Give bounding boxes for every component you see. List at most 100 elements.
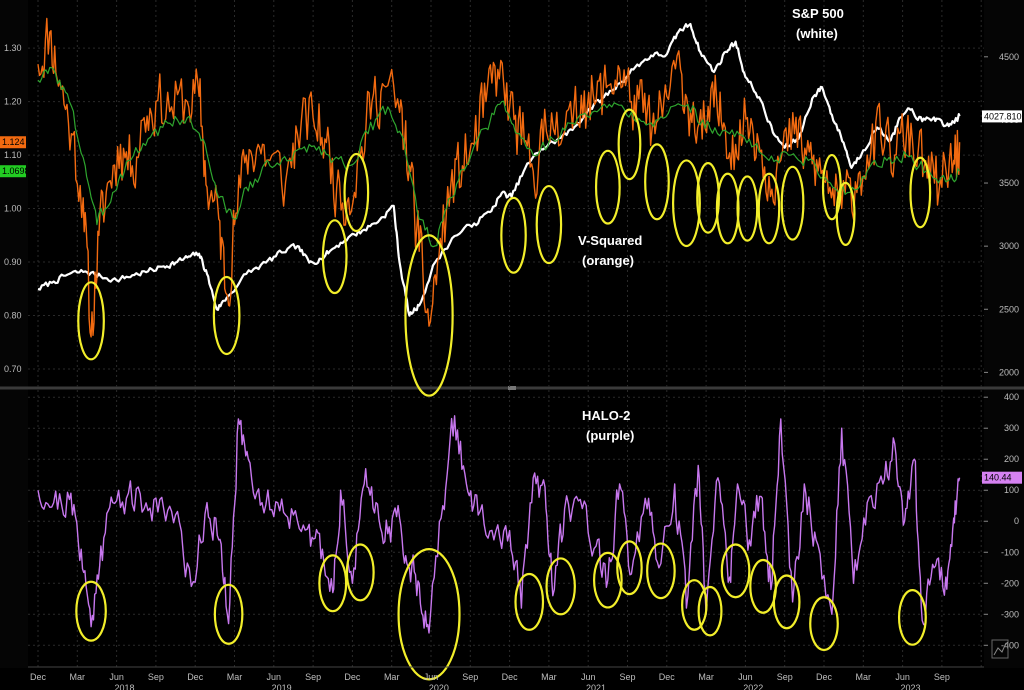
x-tick-label: Mar bbox=[70, 672, 86, 682]
x-tick-label: Dec bbox=[30, 672, 47, 682]
x-tick-label: Sep bbox=[462, 672, 478, 682]
top-highlight-circle bbox=[780, 165, 805, 241]
x-tick-label: Mar bbox=[541, 672, 557, 682]
x-tick-label: Dec bbox=[502, 672, 519, 682]
chart-annotation: (white) bbox=[796, 26, 838, 41]
chart-annotation: HALO-2 bbox=[582, 408, 630, 423]
panel-divider-handle bbox=[508, 386, 516, 390]
bottom-highlight-circle bbox=[897, 588, 927, 646]
series-line-sp500 bbox=[37, 22, 961, 317]
x-tick-label: Jun bbox=[738, 672, 753, 682]
x-tick-label: Jun bbox=[424, 672, 439, 682]
top-highlight-circle bbox=[736, 175, 759, 242]
bottom-right-tick-label: 300 bbox=[1004, 423, 1019, 433]
last-value-tag-box bbox=[982, 110, 1022, 123]
x-tick-label: Jun bbox=[267, 672, 282, 682]
bottom-right-tick-label: 0 bbox=[1014, 516, 1019, 526]
last-value-tag-text: 1.0698 bbox=[2, 166, 30, 176]
top-highlight-circle bbox=[212, 275, 241, 356]
bottom-right-tick-label: -100 bbox=[1001, 547, 1019, 557]
bottom-highlight-circle bbox=[646, 542, 676, 600]
last-value-tag-box bbox=[982, 471, 1022, 484]
bottom-highlight-circle bbox=[345, 543, 375, 602]
top-left-tick-label: 1.00 bbox=[4, 204, 22, 214]
top-highlight-circle bbox=[404, 234, 454, 397]
bottom-highlight-circle bbox=[514, 572, 545, 631]
x-tick-label: Jun bbox=[109, 672, 124, 682]
top-highlight-circle bbox=[500, 196, 527, 274]
x-tick-label: Jun bbox=[581, 672, 596, 682]
last-value-tag-text: 4027.8101 bbox=[984, 111, 1024, 121]
top-last-value-tag: 1.0698 bbox=[0, 165, 30, 178]
x-tick-label: Dec bbox=[187, 672, 204, 682]
top-highlight-circle bbox=[321, 219, 348, 295]
x-year-label: 2019 bbox=[272, 683, 292, 690]
x-tick-label: Mar bbox=[856, 672, 872, 682]
bottom-highlight-circle bbox=[772, 574, 801, 630]
chart-annotation: (orange) bbox=[582, 253, 634, 268]
top-highlight-circle bbox=[909, 156, 932, 229]
x-year-label: 2018 bbox=[114, 683, 134, 690]
left-axis-panel bbox=[0, 0, 28, 668]
top-right-tick-label: 3000 bbox=[999, 241, 1019, 251]
chart-tool-icon bbox=[991, 639, 1009, 659]
right-axis-panel bbox=[984, 0, 1024, 668]
chart-annotation: S&P 500 bbox=[792, 6, 844, 21]
x-year-label: 2021 bbox=[586, 683, 606, 690]
bottom-right-tick-label: -400 bbox=[1001, 640, 1019, 650]
top-left-tick-label: 0.80 bbox=[4, 310, 22, 320]
x-year-label: 2020 bbox=[429, 683, 449, 690]
last-value-tag-text: 140.44 bbox=[984, 473, 1012, 483]
series-line-vsquared_ma bbox=[37, 66, 961, 248]
top-highlight-circle bbox=[835, 181, 856, 247]
chart-annotation: V-Squared bbox=[578, 233, 642, 248]
bottom-highlight-circle bbox=[213, 583, 244, 645]
top-left-tick-label: 0.70 bbox=[4, 364, 22, 374]
x-tick-label: Dec bbox=[659, 672, 676, 682]
last-value-tag-text: 1.124 bbox=[2, 137, 25, 147]
x-tick-label: Mar bbox=[698, 672, 714, 682]
last-value-tag-box bbox=[0, 136, 26, 149]
bottom-right-tick-label: -300 bbox=[1001, 609, 1019, 619]
x-tick-label: Jun bbox=[895, 672, 910, 682]
x-tick-label: Dec bbox=[344, 672, 361, 682]
bottom-highlight-circle bbox=[592, 551, 623, 609]
series-line-vsquared bbox=[37, 17, 961, 338]
x-tick-label: Dec bbox=[816, 672, 833, 682]
top-left-tick-label: 1.10 bbox=[4, 150, 22, 160]
bottom-highlight-circle bbox=[697, 585, 723, 637]
x-tick-label: Sep bbox=[619, 672, 635, 682]
top-highlight-circle bbox=[644, 143, 670, 221]
top-highlight-circle bbox=[535, 184, 563, 265]
top-right-tick-label: 2000 bbox=[999, 367, 1019, 377]
top-right-tick-label: 2500 bbox=[999, 304, 1019, 314]
top-last-value-tag: 4027.8101 bbox=[982, 110, 1024, 123]
bottom-highlight-circle bbox=[397, 548, 461, 681]
chart-tool-icon-glyph bbox=[993, 642, 1007, 656]
x-year-label: 2022 bbox=[743, 683, 763, 690]
bottom-highlight-circle bbox=[681, 579, 708, 631]
bottom-last-value-tag: 140.44 bbox=[982, 471, 1022, 484]
top-left-tick-label: 0.90 bbox=[4, 257, 22, 267]
top-right-tick-label: 3500 bbox=[999, 178, 1019, 188]
bottom-highlight-circle bbox=[616, 540, 643, 596]
top-highlight-circle bbox=[757, 172, 781, 245]
top-last-value-tag: 1.124 bbox=[0, 136, 26, 149]
chart-annotation: (purple) bbox=[586, 428, 634, 443]
top-right-tick-label: 4500 bbox=[999, 52, 1019, 62]
series-line-halo2 bbox=[37, 415, 961, 634]
x-tick-label: Sep bbox=[934, 672, 950, 682]
top-highlight-circle bbox=[343, 152, 370, 233]
bottom-highlight-circle bbox=[75, 580, 107, 642]
x-tick-label: Mar bbox=[227, 672, 243, 682]
bottom-highlight-circle bbox=[720, 543, 751, 599]
x-tick-label: Mar bbox=[384, 672, 400, 682]
top-left-tick-label: 1.20 bbox=[4, 97, 22, 107]
top-highlight-circle bbox=[77, 281, 105, 361]
top-highlight-circle bbox=[617, 108, 642, 181]
bottom-right-tick-label: -200 bbox=[1001, 578, 1019, 588]
top-highlight-circle bbox=[671, 159, 701, 248]
x-tick-label: Sep bbox=[777, 672, 793, 682]
